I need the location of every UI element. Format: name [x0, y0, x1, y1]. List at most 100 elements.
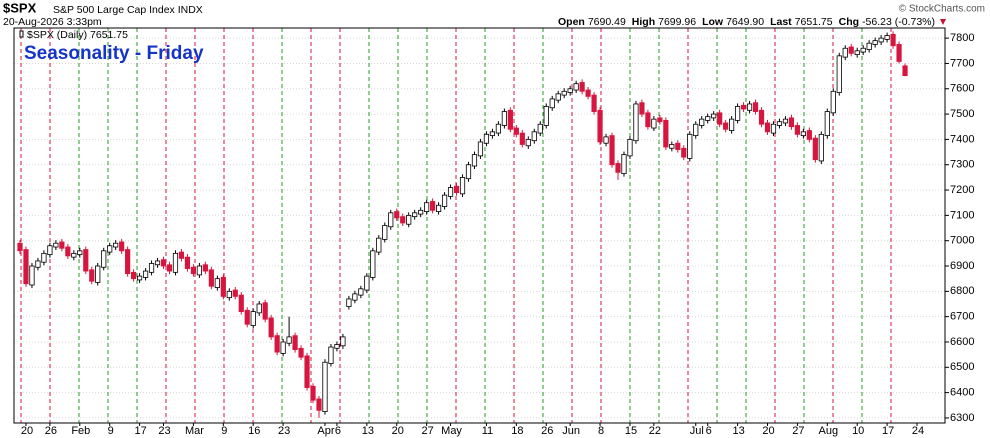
candle-body [214, 278, 220, 288]
y-tick-label: 7600 [950, 83, 974, 95]
candle-body [735, 106, 741, 121]
candle-body [740, 104, 747, 110]
candle-body [29, 265, 35, 286]
candle-body [47, 245, 53, 256]
candle-body [537, 123, 543, 134]
candle-body [107, 245, 113, 253]
candle-body [131, 271, 137, 280]
x-tick-label: 15 [625, 425, 637, 437]
candle-body [902, 65, 908, 77]
candle-body [663, 120, 669, 148]
candle-body [729, 118, 735, 131]
candle-body [717, 112, 723, 125]
y-tick-label: 7000 [950, 235, 974, 247]
candle-body [555, 93, 561, 101]
x-tick-label: Aug [819, 425, 839, 437]
candle-body [513, 127, 519, 135]
candle-body [232, 289, 238, 297]
candle-body [226, 290, 232, 299]
x-tick-label: 20 [762, 425, 774, 437]
candle-body [274, 335, 280, 353]
candle-body [388, 212, 394, 228]
candle-body [334, 344, 340, 349]
copyright: © StockCharts.com [899, 4, 985, 15]
candle-body [758, 109, 765, 125]
candle-body [477, 141, 484, 157]
x-tick-label: 16 [248, 425, 260, 437]
candle-body [459, 176, 466, 195]
candle-body [764, 122, 771, 133]
candle-body [35, 260, 41, 268]
x-tick-label: 9 [221, 425, 227, 437]
candle-body [878, 37, 884, 43]
x-tick-label: 23 [158, 425, 170, 437]
candle-body [17, 242, 23, 252]
candle-body [316, 398, 322, 411]
candle-body [160, 259, 167, 267]
y-tick-label: 7800 [950, 32, 974, 44]
candle-body [244, 309, 250, 325]
candle-body [298, 347, 304, 358]
candle-body [603, 136, 609, 144]
candle-body [633, 103, 639, 142]
candle-body [136, 275, 143, 281]
change-arrow [940, 19, 946, 25]
candle-body [268, 317, 274, 338]
quote-value: 7649.90 [726, 16, 764, 28]
candle-body [830, 90, 836, 114]
x-tick-label: Jun [562, 425, 580, 437]
candle-body [220, 277, 226, 297]
x-tick-label: 17 [882, 425, 894, 437]
candle-body [471, 154, 478, 167]
candle-body [824, 111, 830, 137]
candle-body [525, 139, 531, 147]
candle-body [71, 252, 77, 258]
candle-body [424, 202, 430, 212]
x-tick-label: 9 [108, 425, 114, 437]
candle-body [322, 361, 328, 413]
candle-body [687, 133, 693, 159]
y-tick-label: 7700 [950, 57, 974, 69]
candle-body [597, 109, 603, 143]
candle-body [723, 122, 729, 130]
candle-body [382, 225, 388, 240]
candle-body [280, 341, 286, 354]
candle-body [782, 118, 789, 124]
candle-body [190, 266, 197, 275]
candle-body [95, 265, 101, 283]
candle-body [441, 194, 448, 207]
candle-body [292, 335, 298, 350]
candle-body [250, 311, 256, 326]
quote-value: 7651.75 [795, 16, 833, 28]
x-tick-label: 27 [422, 425, 434, 437]
x-tick-label: 26 [541, 425, 553, 437]
x-tick-label: 6 [335, 425, 341, 437]
candle-body [543, 106, 549, 126]
x-tick-label: 18 [511, 425, 523, 437]
candle-body [501, 111, 507, 126]
quote-label: Open [558, 16, 585, 28]
candle-body [651, 118, 657, 129]
chart-title: Seasonality - Friday [24, 43, 204, 64]
candle-body [310, 385, 316, 401]
candle-body [615, 163, 621, 173]
x-tick-label: 20 [21, 425, 33, 437]
x-tick-label: 13 [362, 425, 374, 437]
quote-line: Open 7690.49 High 7699.96 Low 7649.90 Last 7651… [558, 16, 935, 28]
y-tick-label: 6800 [950, 285, 974, 297]
candle-body [794, 125, 801, 135]
candle-body [579, 82, 585, 92]
candle-body [184, 256, 191, 269]
candle-body [202, 264, 208, 272]
candle-body [854, 50, 860, 55]
x-tick-label: 6 [706, 425, 712, 437]
candle-body [358, 288, 364, 296]
x-tick-label: Mar [185, 425, 204, 437]
quote-value: -56.23 (-0.73%) [862, 16, 935, 28]
x-tick-label: 26 [45, 425, 57, 437]
candle-body [238, 294, 244, 312]
x-tick-label: 11 [482, 425, 493, 437]
candle-body [262, 302, 268, 320]
x-tick-label: May [441, 425, 462, 437]
quote-label: Low [702, 16, 724, 28]
